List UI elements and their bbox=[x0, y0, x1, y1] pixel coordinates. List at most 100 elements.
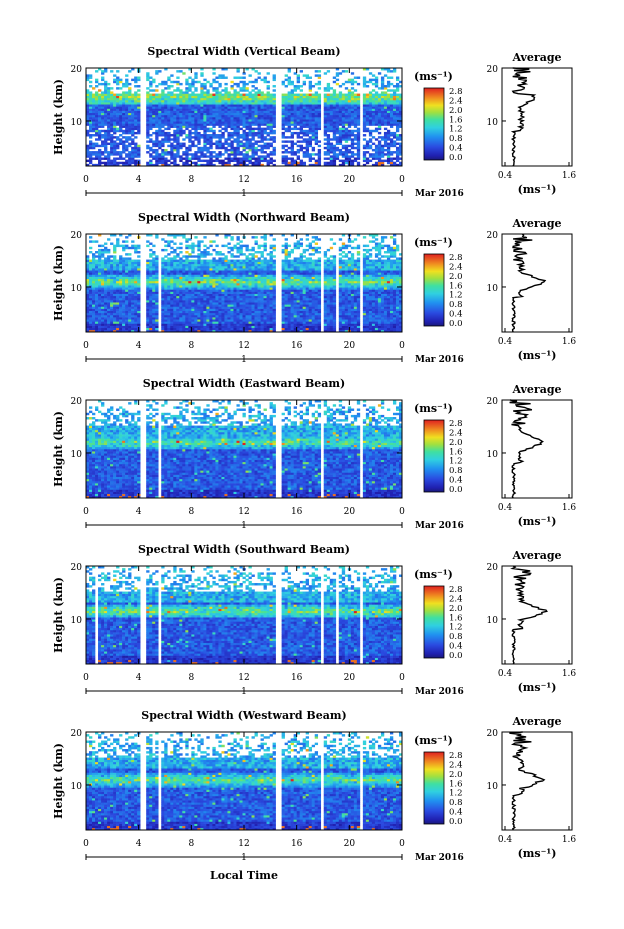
heatmap-cell bbox=[306, 115, 309, 117]
heatmap-cell bbox=[351, 130, 354, 132]
heatmap-cell bbox=[170, 317, 173, 319]
heatmap-cell bbox=[116, 274, 119, 276]
heatmap-cell bbox=[249, 96, 252, 98]
heatmap-cell bbox=[300, 96, 303, 98]
heatmap-cell bbox=[134, 270, 137, 272]
heatmap-cell bbox=[104, 155, 107, 157]
heatmap-cell bbox=[378, 123, 381, 125]
heatmap-cell bbox=[122, 270, 125, 272]
heatmap-cell bbox=[224, 311, 227, 313]
heatmap-cell bbox=[390, 153, 393, 155]
heatmap-cell bbox=[318, 87, 321, 89]
heatmap-cell bbox=[218, 266, 221, 268]
heatmap-cell bbox=[182, 162, 185, 164]
heatmap-cell bbox=[185, 121, 188, 123]
heatmap-cell bbox=[113, 140, 116, 142]
heatmap-cell bbox=[209, 309, 212, 311]
heatmap-cell bbox=[255, 160, 258, 162]
heatmap-cell bbox=[342, 153, 345, 155]
heatmap-cell bbox=[252, 98, 255, 100]
heatmap-cell bbox=[152, 270, 155, 272]
heatmap-cell bbox=[155, 306, 158, 308]
heatmap-cell bbox=[137, 270, 140, 272]
heatmap-cell bbox=[209, 117, 212, 119]
heatmap-cell bbox=[134, 326, 137, 328]
heatmap-cell bbox=[170, 108, 173, 110]
heatmap-cell bbox=[146, 145, 149, 147]
heatmap-cell bbox=[351, 104, 354, 106]
heatmap-cell bbox=[176, 266, 179, 268]
heatmap-cell bbox=[285, 94, 288, 96]
heatmap-cell bbox=[173, 313, 176, 315]
heatmap-cell bbox=[170, 240, 173, 242]
heatmap-cell bbox=[107, 302, 110, 304]
heatmap-cell bbox=[125, 281, 128, 283]
heatmap-cell bbox=[221, 313, 224, 315]
heatmap-cell bbox=[92, 264, 95, 266]
heatmap-cell bbox=[158, 121, 161, 123]
heatmap-cell bbox=[179, 121, 182, 123]
heatmap-cell bbox=[357, 155, 360, 157]
heatmap-cell bbox=[179, 313, 182, 315]
heatmap-cell bbox=[185, 266, 188, 268]
heatmap-cell bbox=[381, 108, 384, 110]
heatmap-cell bbox=[155, 143, 158, 145]
heatmap-cell bbox=[92, 98, 95, 100]
heatmap-cell bbox=[110, 302, 113, 304]
heatmap-cell bbox=[306, 98, 309, 100]
heatmap-cell bbox=[203, 309, 206, 311]
heatmap-cell bbox=[209, 104, 212, 106]
heatmap-cell bbox=[345, 147, 348, 149]
heatmap-cell bbox=[176, 77, 179, 79]
heatmap-cell bbox=[107, 89, 110, 91]
heatmap-cell bbox=[336, 130, 339, 132]
heatmap-cell bbox=[182, 296, 185, 298]
heatmap-cell bbox=[152, 306, 155, 308]
heatmap-cell bbox=[239, 111, 242, 113]
heatmap-cell bbox=[194, 281, 197, 283]
heatmap-cell bbox=[125, 326, 128, 328]
heatmap-cell bbox=[170, 326, 173, 328]
heatmap-cell bbox=[146, 294, 149, 296]
heatmap-cell bbox=[194, 108, 197, 110]
heatmap-cell bbox=[194, 260, 197, 262]
heatmap-cell bbox=[92, 253, 95, 255]
heatmap-cell bbox=[176, 296, 179, 298]
heatmap-cell bbox=[206, 317, 209, 319]
heatmap-cell bbox=[267, 104, 270, 106]
heatmap-cell bbox=[110, 113, 113, 115]
heatmap-cell bbox=[300, 113, 303, 115]
heatmap-cell bbox=[185, 292, 188, 294]
heatmap-cell bbox=[246, 151, 249, 153]
heatmap-cell bbox=[357, 145, 360, 147]
heatmap-cell bbox=[173, 302, 176, 304]
heatmap-cell bbox=[110, 119, 113, 121]
heatmap-cell bbox=[95, 255, 98, 257]
heatmap-cell bbox=[239, 136, 242, 138]
heatmap-cell bbox=[89, 292, 92, 294]
heatmap-cell bbox=[179, 111, 182, 113]
heatmap-cell bbox=[104, 143, 107, 145]
heatmap-cell bbox=[128, 145, 131, 147]
heatmap-cell bbox=[194, 98, 197, 100]
heatmap-cell bbox=[164, 117, 167, 119]
heatmap-cell bbox=[194, 77, 197, 79]
heatmap-cell bbox=[303, 130, 306, 132]
heatmap-cell bbox=[119, 155, 122, 157]
heatmap-cell bbox=[137, 294, 140, 296]
heatmap-cell bbox=[363, 104, 366, 106]
heatmap-cell bbox=[95, 104, 98, 106]
heatmap-cell bbox=[188, 85, 191, 87]
heatmap-cell bbox=[173, 94, 176, 96]
heatmap-cell bbox=[179, 83, 182, 85]
heatmap-cell bbox=[176, 262, 179, 264]
heatmap-cell bbox=[137, 145, 140, 147]
heatmap-cell bbox=[348, 149, 351, 151]
heatmap-cell bbox=[227, 323, 230, 325]
heatmap-cell bbox=[122, 285, 125, 287]
heatmap-cell bbox=[203, 149, 206, 151]
heatmap-cell bbox=[113, 111, 116, 113]
heatmap-cell bbox=[119, 277, 122, 279]
heatmap-cell bbox=[158, 113, 161, 115]
heatmap-cell bbox=[246, 98, 249, 100]
